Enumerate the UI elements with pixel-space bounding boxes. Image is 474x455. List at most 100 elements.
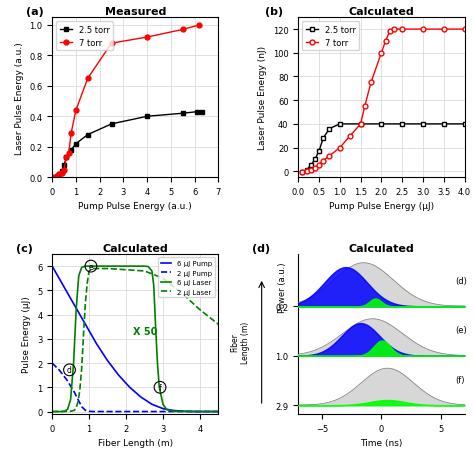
6 μJ Laser xyxy=(79,265,84,270)
Text: d: d xyxy=(67,365,72,374)
Legend: 2.5 torr, 7 torr: 2.5 torr, 7 torr xyxy=(302,22,359,51)
7 torr xyxy=(66,151,72,156)
Y-axis label: Pulse Energy (μJ): Pulse Energy (μJ) xyxy=(22,296,31,373)
7 torr xyxy=(59,171,64,176)
6 μJ Pump xyxy=(72,303,77,308)
2.5 torr xyxy=(68,148,74,153)
2.5 torr xyxy=(379,122,384,127)
2.5 torr xyxy=(320,136,326,142)
Title: Calculated: Calculated xyxy=(348,7,414,17)
2.5 torr xyxy=(308,163,314,169)
6 μJ Pump xyxy=(160,406,166,411)
2 μJ Laser xyxy=(82,300,88,305)
2 μJ Laser xyxy=(68,409,73,414)
2.5 torr xyxy=(358,122,364,127)
Legend: 6 μJ Pump, 2 μJ Pump, 6 μJ Laser, 2 μJ Laser: 6 μJ Pump, 2 μJ Pump, 6 μJ Laser, 2 μJ L… xyxy=(158,258,215,298)
7 torr xyxy=(347,134,353,139)
7 torr xyxy=(387,30,392,35)
Text: (e): (e) xyxy=(455,325,467,334)
2 μJ Pump xyxy=(142,409,147,415)
Y-axis label: Laser Pulse Energy (a.u.): Laser Pulse Energy (a.u.) xyxy=(15,42,24,154)
7 torr xyxy=(399,27,405,33)
6 μJ Pump xyxy=(182,409,188,414)
Text: (a): (a) xyxy=(26,7,43,17)
Text: X 50: X 50 xyxy=(134,326,158,336)
Text: Fiber
Length (m): Fiber Length (m) xyxy=(230,321,250,363)
6 μJ Pump xyxy=(149,402,155,407)
7 torr xyxy=(109,41,114,47)
2.5 torr xyxy=(73,142,79,147)
6 μJ Laser xyxy=(68,397,73,402)
Text: f: f xyxy=(159,383,162,392)
Title: Calculated: Calculated xyxy=(348,244,414,253)
X-axis label: Pump Pulse Energy (a.u.): Pump Pulse Energy (a.u.) xyxy=(78,202,192,211)
6 μJ Laser xyxy=(71,360,76,366)
2.5 torr xyxy=(144,114,150,120)
2 μJ Laser xyxy=(72,408,77,413)
2 μJ Laser xyxy=(90,266,96,272)
2 μJ Laser xyxy=(105,266,110,272)
2 μJ Pump xyxy=(75,397,81,402)
2 μJ Pump xyxy=(90,409,96,415)
6 μJ Laser xyxy=(216,409,221,415)
6 μJ Laser xyxy=(105,264,110,269)
2 μJ Laser xyxy=(84,281,90,286)
6 μJ Laser xyxy=(123,264,129,269)
6 μJ Pump xyxy=(94,341,100,347)
6 μJ Laser xyxy=(156,385,162,390)
6 μJ Laser xyxy=(146,264,151,270)
Legend: 2.5 torr, 7 torr: 2.5 torr, 7 torr xyxy=(56,22,113,51)
2.5 torr xyxy=(85,132,91,138)
6 μJ Pump xyxy=(193,409,199,415)
7 torr xyxy=(61,167,67,173)
2 μJ Pump xyxy=(49,360,55,366)
Y-axis label: Laser Pulse Energy (nJ): Laser Pulse Energy (nJ) xyxy=(258,46,267,150)
2 μJ Pump xyxy=(72,389,77,395)
2.5 torr xyxy=(61,163,67,168)
2 μJ Laser xyxy=(79,365,84,371)
7 torr xyxy=(68,131,74,136)
2 μJ Pump xyxy=(86,409,92,414)
6 μJ Laser xyxy=(142,264,147,269)
Line: 2 μJ Pump: 2 μJ Pump xyxy=(52,363,219,412)
7 torr xyxy=(304,169,310,175)
7 torr xyxy=(49,175,55,181)
2 μJ Pump xyxy=(94,409,100,415)
6 μJ Pump xyxy=(127,385,133,390)
2 μJ Laser xyxy=(60,409,66,415)
Line: 2.5 torr: 2.5 torr xyxy=(50,110,204,180)
7 torr xyxy=(54,173,60,179)
6 μJ Laser xyxy=(153,324,158,330)
2 μJ Laser xyxy=(197,307,203,313)
2.5 torr xyxy=(199,110,205,115)
6 μJ Pump xyxy=(204,409,210,415)
2 μJ Laser xyxy=(179,290,184,296)
2.5 torr xyxy=(441,122,447,127)
7 torr xyxy=(358,122,364,127)
2 μJ Pump xyxy=(105,409,110,415)
2 μJ Laser xyxy=(160,276,166,281)
2 μJ Pump xyxy=(64,378,70,383)
6 μJ Pump xyxy=(105,358,110,364)
6 μJ Laser xyxy=(58,409,64,415)
2 μJ Laser xyxy=(216,322,221,327)
7 torr xyxy=(462,27,467,33)
6 μJ Laser xyxy=(197,409,203,415)
X-axis label: Time (ns): Time (ns) xyxy=(360,438,402,447)
Text: (f): (f) xyxy=(455,375,465,384)
7 torr xyxy=(64,155,69,161)
2 μJ Pump xyxy=(123,409,129,415)
6 μJ Laser xyxy=(86,264,92,269)
2 μJ Laser xyxy=(73,405,79,411)
6 μJ Laser xyxy=(73,307,79,313)
6 μJ Laser xyxy=(62,409,68,414)
Text: (d): (d) xyxy=(455,276,467,285)
X-axis label: Fiber Length (m): Fiber Length (m) xyxy=(98,438,173,447)
2.5 torr xyxy=(59,169,64,174)
X-axis label: Pump Pulse Energy (μJ): Pump Pulse Energy (μJ) xyxy=(329,202,434,211)
2 μJ Laser xyxy=(86,268,92,274)
7 torr xyxy=(383,39,388,45)
2.5 torr xyxy=(194,110,200,115)
7 torr xyxy=(362,104,368,110)
Text: (b): (b) xyxy=(265,7,283,17)
